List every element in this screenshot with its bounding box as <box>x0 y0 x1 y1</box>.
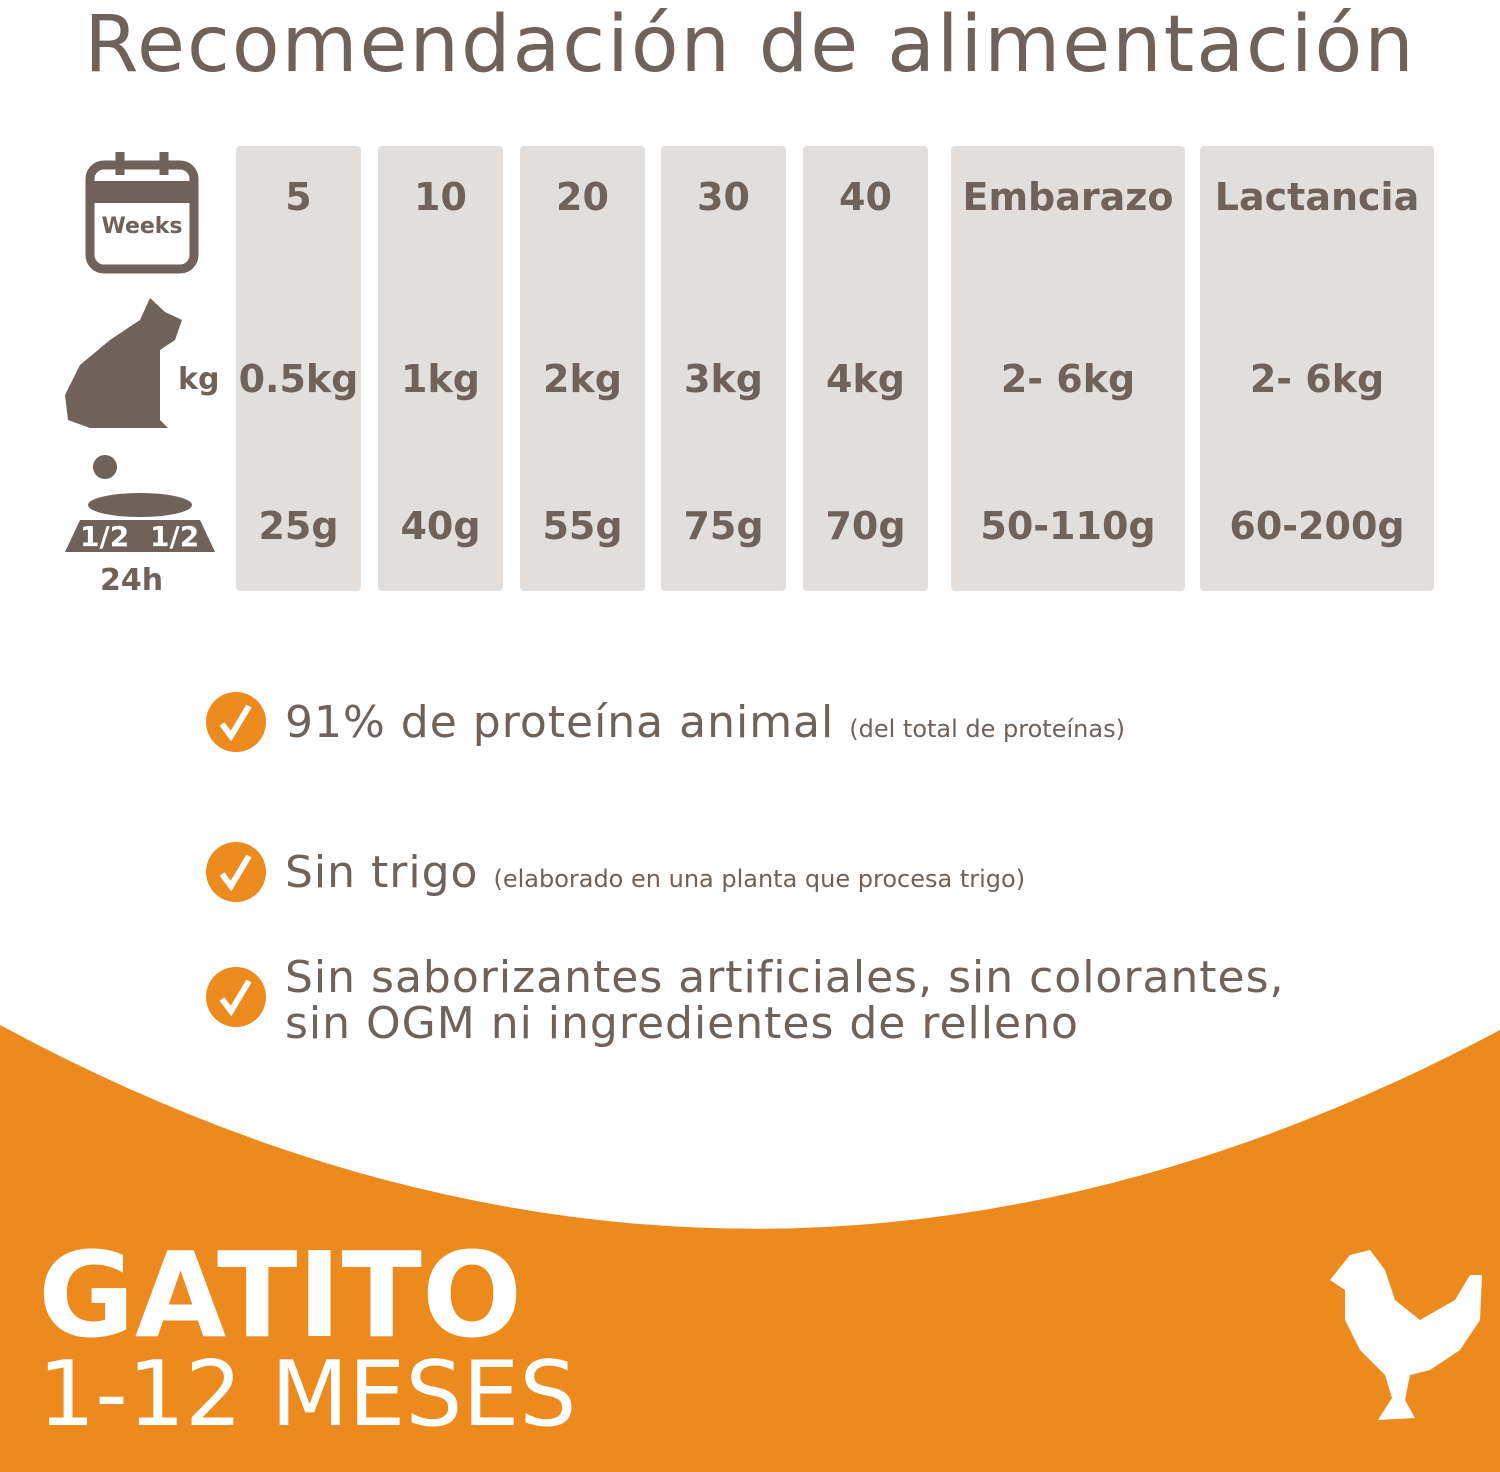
table-column: 20 2kg 55g <box>520 146 645 591</box>
amount-cell: 55g <box>542 504 623 548</box>
amount-cell: 60-200g <box>1229 504 1405 548</box>
age-cell: 20 <box>556 175 609 219</box>
feature: 91% de proteína animal (del total de pro… <box>285 700 1325 752</box>
orange-band <box>0 1025 1500 1472</box>
amount-cell: 50-110g <box>980 504 1156 548</box>
feature-text: Sin saborizantes artificiales, sin color… <box>285 952 1285 1049</box>
weight-cell: 0.5kg <box>238 357 359 401</box>
period-label: 24h <box>100 563 164 598</box>
feeding-icon <box>65 452 215 552</box>
weight-cell: 1kg <box>401 357 480 401</box>
half-label: 1/2 <box>80 520 130 553</box>
amount-cell: 40g <box>400 504 481 548</box>
check-mark <box>219 704 252 742</box>
age-cell: 30 <box>697 175 750 219</box>
table-column: Embarazo 2- 6kg 50-110g <box>951 146 1185 591</box>
age-cell: Lactancia <box>1214 175 1420 219</box>
footer-title: GATITO <box>38 1226 523 1364</box>
half-label: 1/2 <box>150 520 200 553</box>
weight-cell: 4kg <box>826 357 905 401</box>
feature-text: Sin trigo <box>285 847 479 898</box>
weight-cell: 2- 6kg <box>1000 357 1136 401</box>
feature: Sin trigo (elaborado en una planta que p… <box>285 850 1325 902</box>
amount-cell: 75g <box>683 504 764 548</box>
chicken-icon <box>1330 1250 1482 1420</box>
weight-cell: 2- 6kg <box>1249 357 1385 401</box>
feature: Sin saborizantes artificiales, sin color… <box>285 955 1325 1047</box>
amount-cell: 25g <box>258 504 339 548</box>
weeks-label: Weeks <box>101 214 183 239</box>
amount-cell: 70g <box>825 504 906 548</box>
age-cell: 40 <box>839 175 892 219</box>
age-cell: 5 <box>285 175 312 219</box>
check-mark <box>219 979 252 1017</box>
weight-cell: 3kg <box>684 357 763 401</box>
table-column: 10 1kg 40g <box>378 146 503 591</box>
kg-label: kg <box>178 362 220 397</box>
table-column: Lactancia 2- 6kg 60-200g <box>1200 146 1434 591</box>
table-column: 5 0.5kg 25g <box>236 146 361 591</box>
feature-note: (elaborado en una planta que procesa tri… <box>493 865 1026 893</box>
feature-note: (del total de proteínas) <box>849 715 1125 743</box>
weight-cell: 2kg <box>543 357 622 401</box>
feature-text: 91% de proteína animal <box>285 697 835 748</box>
age-cell: 10 <box>414 175 467 219</box>
calendar-icon <box>85 152 199 274</box>
title: Recomendación de alimentación <box>84 0 1416 90</box>
cat-icon <box>65 298 182 428</box>
table-column: 40 4kg 70g <box>803 146 928 591</box>
age-cell: Embarazo <box>962 175 1174 219</box>
footer-subtitle: 1-12 MESES <box>38 1342 577 1447</box>
check-mark <box>219 854 252 892</box>
table-column: 30 3kg 75g <box>661 146 786 591</box>
